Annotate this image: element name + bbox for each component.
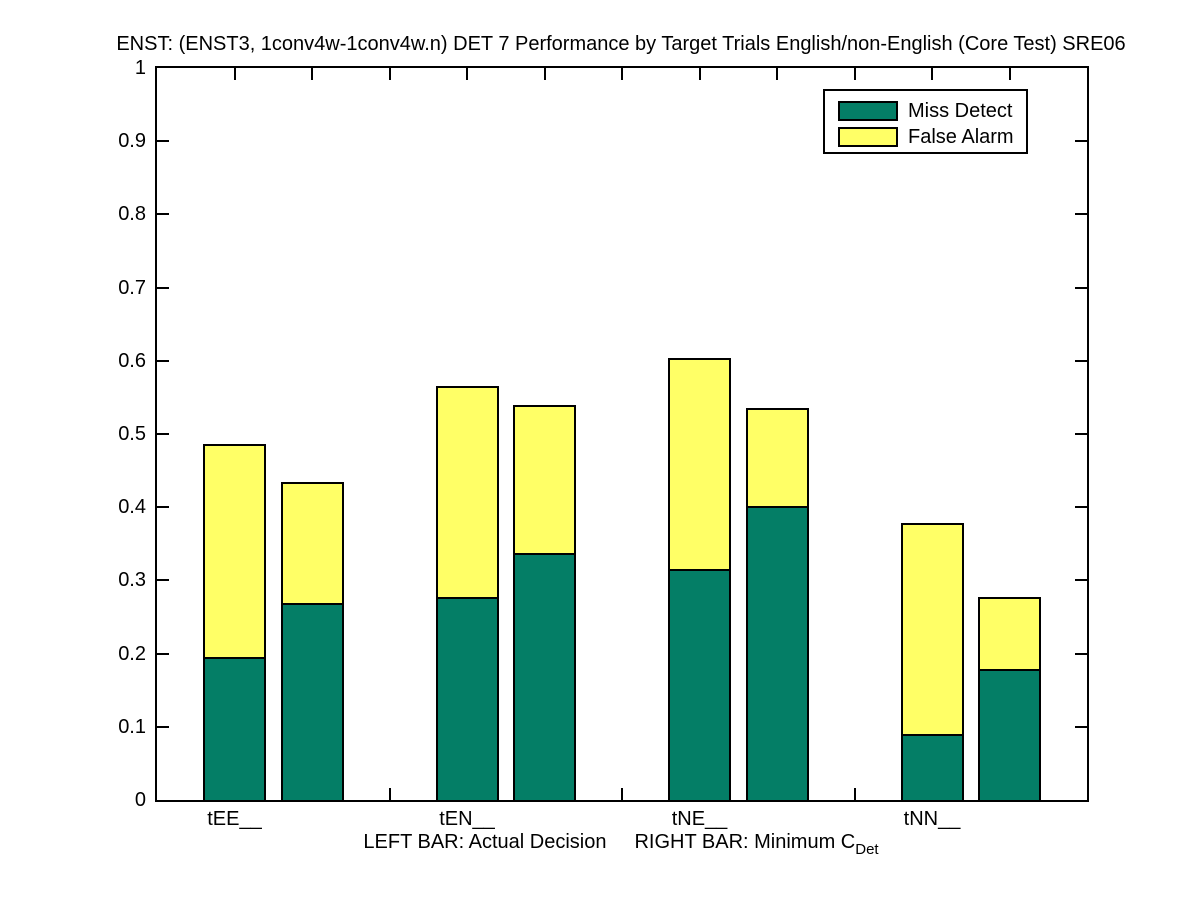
x-tick-top xyxy=(698,68,701,80)
bar-tNN-actual xyxy=(900,522,964,802)
bar-tNN-minimum-cdet xyxy=(978,596,1041,802)
x-tick-bottom xyxy=(853,788,856,800)
x-tick-top xyxy=(931,68,933,80)
x-tick-top xyxy=(233,68,236,80)
y-tick-right xyxy=(1075,359,1087,362)
xlabel-cdet-subscript: Det xyxy=(855,841,879,858)
y-tick-label: 0 xyxy=(134,789,146,811)
x-tick-top xyxy=(466,68,468,80)
x-tick-top xyxy=(388,68,391,80)
x-tick-top xyxy=(543,68,546,80)
legend-label-miss-detect: Miss Detect xyxy=(908,99,1013,122)
y-tick-label: 0.4 xyxy=(118,496,146,519)
y-tick-right xyxy=(1075,213,1087,216)
y-tick-label: 0.8 xyxy=(118,203,146,226)
y-tick-left xyxy=(157,140,169,143)
bar-tEN-actual xyxy=(435,385,499,802)
y-tick-label: 1 xyxy=(134,57,146,79)
y-tick-left xyxy=(157,579,169,582)
x-axis-caption: LEFT BAR: Actual Decision RIGHT BAR: Mini… xyxy=(21,831,1201,858)
y-tick-right xyxy=(1075,506,1087,509)
y-tick-label: 0.6 xyxy=(118,349,146,372)
x-tick-label-tEE: tEE__ xyxy=(207,808,262,830)
x-tick-bottom xyxy=(388,788,391,800)
x-tick-top xyxy=(311,68,313,80)
y-tick-right xyxy=(1075,652,1087,655)
y-tick-right xyxy=(1075,725,1087,728)
miss-detect-segment xyxy=(437,597,497,800)
y-tick-right xyxy=(1075,579,1087,582)
bar-tEE-actual xyxy=(203,444,266,802)
x-tick-top xyxy=(1008,68,1011,80)
bar-tEN-minimum-cdet xyxy=(513,405,576,802)
miss-detect-segment xyxy=(282,603,342,800)
x-tick-top xyxy=(621,68,623,80)
xlabel-right-bar-text: RIGHT BAR: Minimum C xyxy=(634,831,856,853)
legend-label-false-alarm: False Alarm xyxy=(908,125,1014,148)
miss-detect-segment xyxy=(205,656,264,800)
miss-detect-segment xyxy=(670,569,729,800)
miss-detect-swatch xyxy=(838,101,898,121)
miss-detect-segment xyxy=(980,668,1039,800)
false-alarm-swatch xyxy=(838,127,898,147)
bar-tNE-minimum-cdet xyxy=(745,407,809,802)
y-tick-left xyxy=(157,286,169,289)
y-tick-label: 0.3 xyxy=(118,569,146,592)
y-tick-label: 0.1 xyxy=(118,715,146,738)
y-tick-right xyxy=(1075,433,1087,435)
legend: Miss Detect False Alarm xyxy=(823,89,1028,154)
y-tick-left xyxy=(157,359,169,362)
miss-detect-segment xyxy=(515,553,574,800)
x-tick-label-tNE: tNE__ xyxy=(671,808,728,830)
legend-item-false-alarm: False Alarm xyxy=(825,124,1026,150)
legend-item-miss-detect: Miss Detect xyxy=(825,98,1026,124)
y-tick-left xyxy=(157,213,169,216)
x-tick-label-tEN: tEN__ xyxy=(439,808,495,830)
y-tick-label: 0.9 xyxy=(118,130,146,153)
x-tick-bottom xyxy=(621,788,623,800)
y-tick-right xyxy=(1075,286,1087,289)
y-tick-left xyxy=(157,725,169,728)
x-tick-top xyxy=(776,68,778,80)
x-tick-label-tNN: tNN__ xyxy=(903,808,961,830)
plot-area xyxy=(155,66,1089,802)
y-tick-right xyxy=(1075,140,1087,143)
bar-tEE-minimum-cdet xyxy=(280,481,344,802)
miss-detect-segment xyxy=(747,505,807,800)
y-tick-left xyxy=(157,506,169,509)
y-tick-label: 0.7 xyxy=(118,276,146,299)
y-tick-label: 0.2 xyxy=(118,642,146,665)
miss-detect-segment xyxy=(902,734,962,800)
chart-title: ENST: (ENST3, 1conv4w-1conv4w.n) DET 7 P… xyxy=(116,33,1126,55)
bar-tNE-actual xyxy=(668,357,731,802)
y-tick-left xyxy=(157,652,169,655)
xlabel-left-bar-text: LEFT BAR: Actual Decision xyxy=(363,831,607,853)
y-tick-left xyxy=(157,433,169,435)
x-tick-top xyxy=(853,68,856,80)
y-tick-label: 0.5 xyxy=(118,423,146,445)
